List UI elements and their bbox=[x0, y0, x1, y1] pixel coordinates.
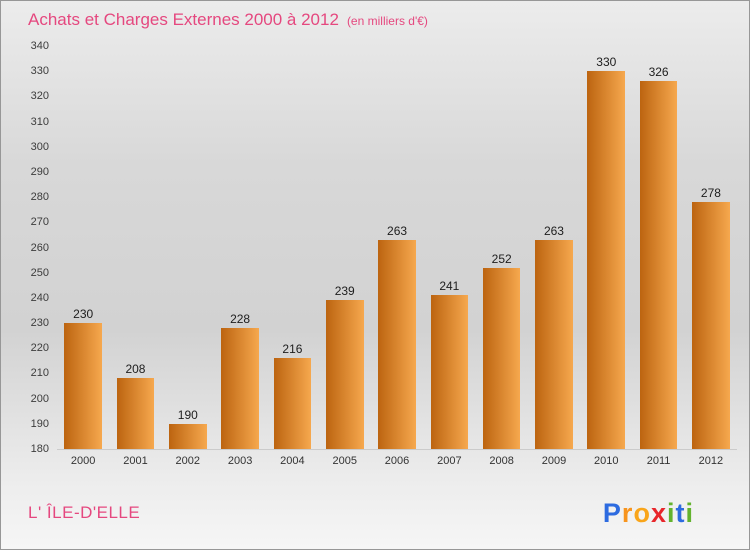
x-tick-label: 2000 bbox=[70, 455, 96, 467]
bar-slot: 190 bbox=[162, 46, 214, 449]
logo-letter: r bbox=[621, 498, 634, 528]
bar-value-label: 190 bbox=[177, 407, 198, 422]
bar-value-label: 228 bbox=[230, 312, 251, 327]
bar-slot: 241 bbox=[423, 46, 475, 449]
chart-subtitle: (en milliers d'€) bbox=[346, 14, 428, 28]
bar bbox=[378, 239, 416, 449]
plot-area: 230 208 190 228 216 239 263 241 252 263 330 326 278 … bbox=[57, 46, 737, 467]
chart-title: Achats et Charges Externes 2000 à 2012 bbox=[28, 10, 339, 29]
bar bbox=[273, 358, 312, 449]
bar-value-label: 252 bbox=[491, 251, 512, 266]
x-tick-label: 2012 bbox=[698, 455, 724, 467]
x-tick-label: 2007 bbox=[437, 455, 462, 467]
place-name: L' ÎLE-D'ELLE bbox=[28, 503, 141, 522]
bar-chart: 180 190 200 210 220 230 240 250 260 270 280 290 300 3… bbox=[13, 40, 737, 467]
bar-slot: 263 bbox=[371, 46, 423, 449]
x-axis: 2000 2001 2002 2003 2004 2005 2006 2007 2008 2009… bbox=[57, 450, 737, 467]
bar bbox=[64, 323, 102, 449]
proxiti-logo[interactable]: Proxiti bbox=[603, 498, 694, 529]
logo-letter: i bbox=[685, 498, 694, 528]
logo-letter: t bbox=[675, 498, 686, 528]
bar-slot: 278 bbox=[685, 46, 737, 449]
bar-slot: 330 bbox=[580, 46, 632, 449]
bar-slot: 252 bbox=[476, 46, 528, 449]
y-tick-label: 250 bbox=[30, 266, 49, 279]
y-tick-label: 280 bbox=[30, 191, 49, 204]
bar-slot: 326 bbox=[632, 46, 684, 449]
bars-container: 230 208 190 228 216 239 263 241 252 263 330 326 278 bbox=[57, 46, 737, 450]
x-tick-label: 2006 bbox=[384, 455, 410, 467]
bar bbox=[587, 71, 626, 449]
x-tick-label: 2009 bbox=[541, 455, 567, 467]
x-tick-label: 2004 bbox=[280, 455, 305, 467]
x-tick-label: 2008 bbox=[489, 455, 514, 467]
x-tick-label: 2002 bbox=[175, 455, 201, 467]
y-axis: 180 190 200 210 220 230 240 250 260 270 280 290 300 3… bbox=[13, 40, 57, 455]
chart-header: Achats et Charges Externes 2000 à 2012 (e… bbox=[28, 10, 428, 30]
bar-value-label: 239 bbox=[334, 284, 355, 299]
bar-value-label: 330 bbox=[596, 55, 617, 70]
bar-value-label: 230 bbox=[73, 307, 94, 322]
bar bbox=[692, 202, 730, 449]
bar bbox=[482, 267, 521, 449]
y-tick-label: 340 bbox=[30, 40, 49, 52]
bar-slot: 263 bbox=[528, 46, 580, 449]
bar-value-label: 216 bbox=[282, 342, 303, 357]
y-tick-label: 240 bbox=[30, 291, 49, 304]
y-tick-label: 270 bbox=[30, 216, 49, 229]
bar bbox=[639, 81, 678, 449]
y-tick-label: 290 bbox=[30, 165, 49, 178]
bar bbox=[221, 328, 259, 449]
y-tick-label: 320 bbox=[30, 90, 49, 103]
bar-slot: 230 bbox=[57, 46, 109, 449]
y-tick-label: 230 bbox=[30, 317, 49, 330]
bar-value-label: 208 bbox=[125, 362, 146, 377]
y-tick-label: 210 bbox=[30, 367, 49, 380]
bar bbox=[168, 423, 207, 449]
y-tick-label: 200 bbox=[30, 392, 49, 405]
logo-letter: x bbox=[650, 498, 667, 528]
x-tick-label: 2001 bbox=[123, 455, 148, 467]
y-tick-label: 180 bbox=[30, 443, 49, 455]
bar-slot: 216 bbox=[266, 46, 318, 449]
bar-slot: 208 bbox=[109, 46, 161, 449]
bar bbox=[116, 378, 155, 449]
bar-slot: 239 bbox=[319, 46, 371, 449]
x-tick-label: 2011 bbox=[646, 455, 671, 467]
logo-letter: i bbox=[666, 498, 676, 528]
bar bbox=[325, 300, 364, 449]
y-tick-label: 220 bbox=[30, 342, 49, 355]
logo-letter: P bbox=[602, 498, 622, 528]
bar-value-label: 263 bbox=[543, 223, 564, 238]
bar-value-label: 263 bbox=[387, 223, 408, 238]
bar-value-label: 326 bbox=[648, 65, 669, 80]
x-tick-label: 2005 bbox=[332, 455, 357, 467]
y-tick-label: 300 bbox=[30, 140, 49, 153]
x-tick-label: 2010 bbox=[594, 455, 619, 467]
bar-slot: 228 bbox=[214, 46, 266, 449]
bar bbox=[430, 295, 469, 449]
y-tick-label: 310 bbox=[30, 115, 49, 128]
y-tick-label: 260 bbox=[30, 241, 49, 254]
y-tick-label: 190 bbox=[30, 417, 49, 430]
y-tick-label: 330 bbox=[30, 65, 49, 78]
bar bbox=[535, 239, 573, 449]
bar-value-label: 241 bbox=[439, 279, 460, 294]
logo-letter: o bbox=[633, 498, 651, 528]
x-tick-label: 2003 bbox=[227, 455, 253, 467]
bar-value-label: 278 bbox=[700, 186, 721, 201]
